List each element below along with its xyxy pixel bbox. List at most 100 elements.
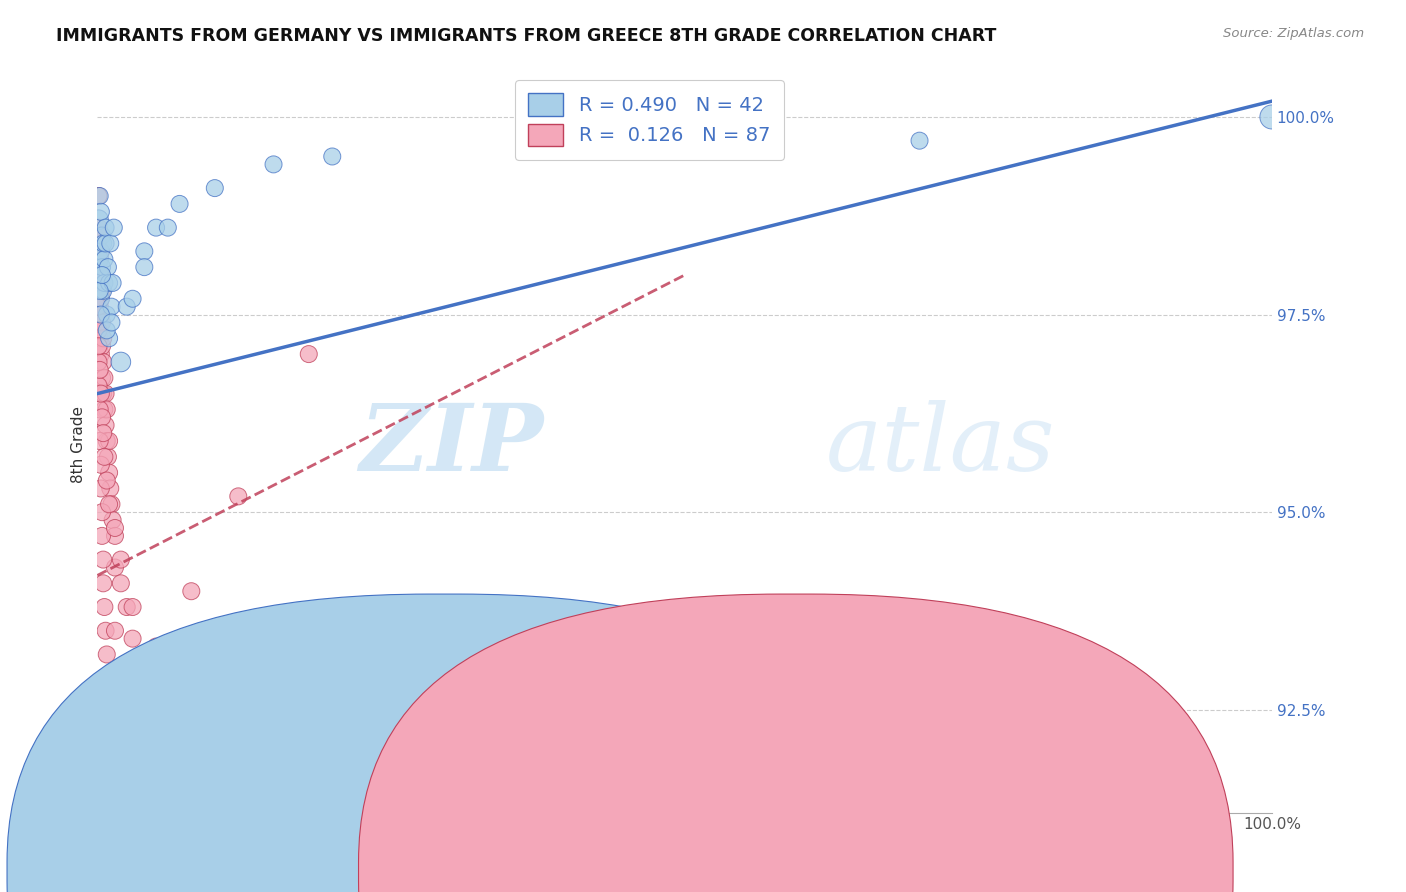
Point	[90, 316, 112, 330]
Point	[94, 386, 117, 401]
Point	[93, 600, 115, 615]
Point	[93, 252, 115, 267]
Point	[90, 458, 112, 472]
Point	[98, 434, 121, 448]
Point	[89, 268, 111, 282]
Point	[145, 220, 167, 235]
Point	[104, 521, 127, 535]
Point	[169, 197, 191, 211]
Point	[94, 236, 117, 251]
Point	[91, 576, 114, 591]
Point	[110, 552, 132, 566]
Point	[96, 648, 118, 662]
Point	[103, 220, 125, 235]
Point	[91, 268, 114, 282]
Point	[91, 371, 114, 385]
Point	[226, 489, 249, 503]
Point	[97, 260, 120, 274]
Point	[121, 600, 143, 615]
Point	[673, 134, 696, 148]
Point	[90, 204, 112, 219]
Point	[98, 466, 121, 480]
Point	[87, 339, 110, 353]
Text: ZIP: ZIP	[360, 400, 544, 490]
Point	[90, 482, 112, 496]
Point	[96, 402, 118, 417]
Point	[91, 331, 114, 345]
Point	[98, 482, 121, 496]
Point	[98, 331, 121, 345]
Point	[87, 212, 110, 227]
Point	[91, 410, 114, 425]
Point	[90, 386, 112, 401]
Point	[98, 236, 121, 251]
Point	[121, 695, 143, 709]
Point	[87, 260, 110, 274]
Point	[263, 157, 285, 171]
Point	[91, 316, 114, 330]
Point	[93, 402, 115, 417]
Point	[87, 268, 110, 282]
Point	[96, 434, 118, 448]
Point	[97, 450, 120, 464]
Legend: R = 0.490   N = 42, R =  0.126   N = 87: R = 0.490 N = 42, R = 0.126 N = 87	[515, 79, 785, 160]
Point	[98, 695, 121, 709]
Point	[87, 236, 110, 251]
Point	[91, 529, 114, 543]
Point	[1261, 110, 1284, 124]
Point	[89, 276, 111, 290]
Point	[96, 308, 118, 322]
Point	[104, 529, 127, 543]
Point	[87, 220, 110, 235]
Point	[115, 679, 138, 693]
Point	[90, 292, 112, 306]
Point	[121, 292, 143, 306]
Point	[89, 300, 111, 314]
Point	[91, 339, 114, 353]
Point	[90, 244, 112, 259]
Point	[96, 323, 118, 337]
Point	[90, 308, 112, 322]
Point	[93, 371, 115, 385]
Point	[101, 276, 124, 290]
Point	[94, 220, 117, 235]
Point	[180, 584, 202, 599]
Point	[89, 284, 111, 298]
Point	[91, 228, 114, 243]
Point	[93, 450, 115, 464]
Text: Immigrants from Greece: Immigrants from Greece	[818, 864, 1007, 879]
Point	[98, 276, 121, 290]
Point	[91, 260, 114, 274]
Point	[169, 648, 191, 662]
Point	[127, 663, 149, 677]
Point	[96, 474, 118, 488]
Point	[100, 497, 122, 511]
Point	[89, 228, 111, 243]
Point	[87, 276, 110, 290]
Point	[104, 624, 127, 638]
Point	[87, 189, 110, 203]
Point	[87, 378, 110, 392]
Point	[110, 355, 132, 369]
Point	[134, 244, 156, 259]
Point	[115, 300, 138, 314]
Point	[121, 632, 143, 646]
Point	[94, 418, 117, 433]
Point	[87, 300, 110, 314]
Point	[89, 189, 111, 203]
Point	[91, 386, 114, 401]
Point	[90, 268, 112, 282]
Point	[90, 292, 112, 306]
Point	[91, 355, 114, 369]
Y-axis label: 8th Grade: 8th Grade	[72, 407, 86, 483]
Point	[87, 292, 110, 306]
Point	[115, 600, 138, 615]
Text: IMMIGRANTS FROM GERMANY VS IMMIGRANTS FROM GREECE 8TH GRADE CORRELATION CHART: IMMIGRANTS FROM GERMANY VS IMMIGRANTS FR…	[56, 27, 997, 45]
Point	[100, 316, 122, 330]
Point	[908, 134, 931, 148]
Point	[90, 244, 112, 259]
Point	[91, 426, 114, 441]
Point	[93, 276, 115, 290]
Point	[89, 363, 111, 377]
Point	[91, 236, 114, 251]
